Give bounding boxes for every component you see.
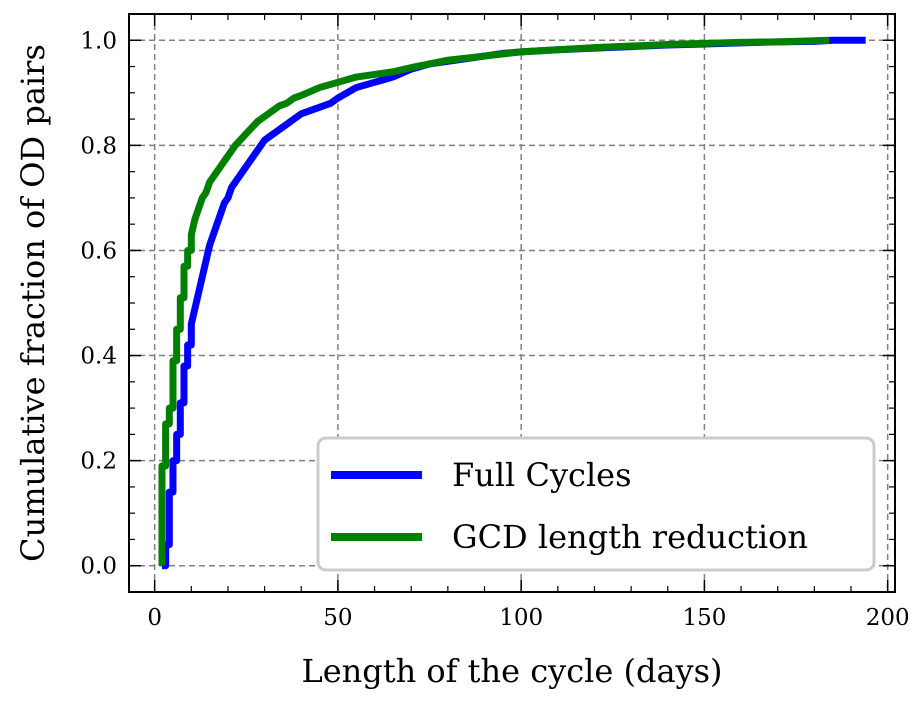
tick-label-layer: 0 50 100 150 200 0.0 0.2 0.4 0.6 0.8 1.0 — [80, 28, 909, 631]
legend-label-gcd-length-reduction: GCD length reduction — [452, 518, 808, 556]
y-tick-label: 0.4 — [80, 344, 117, 370]
y-tick-label: 0.2 — [80, 449, 117, 475]
x-tick-label: 100 — [499, 605, 543, 631]
series-layer — [158, 36, 866, 570]
y-tick-label: 0.8 — [80, 133, 117, 159]
legend-label-full-cycles: Full Cycles — [452, 456, 632, 494]
x-tick-label: 150 — [682, 605, 726, 631]
x-tick-label: 0 — [147, 605, 162, 631]
legend: Full Cycles GCD length reduction — [316, 436, 876, 572]
y-tick-label: 0.6 — [80, 238, 117, 264]
y-axis-label: Cumulative fraction of OD pairs — [14, 44, 52, 562]
x-axis-label: Length of the cycle (days) — [301, 652, 722, 690]
x-tick-label: 200 — [866, 605, 910, 631]
y-tick-label: 0.0 — [80, 554, 117, 580]
y-tick-label: 1.0 — [80, 28, 117, 54]
tick-layer — [129, 14, 895, 592]
x-tick-label: 50 — [323, 605, 352, 631]
legend-box — [316, 436, 876, 572]
series-line-gcd-length-reduction — [158, 36, 830, 566]
